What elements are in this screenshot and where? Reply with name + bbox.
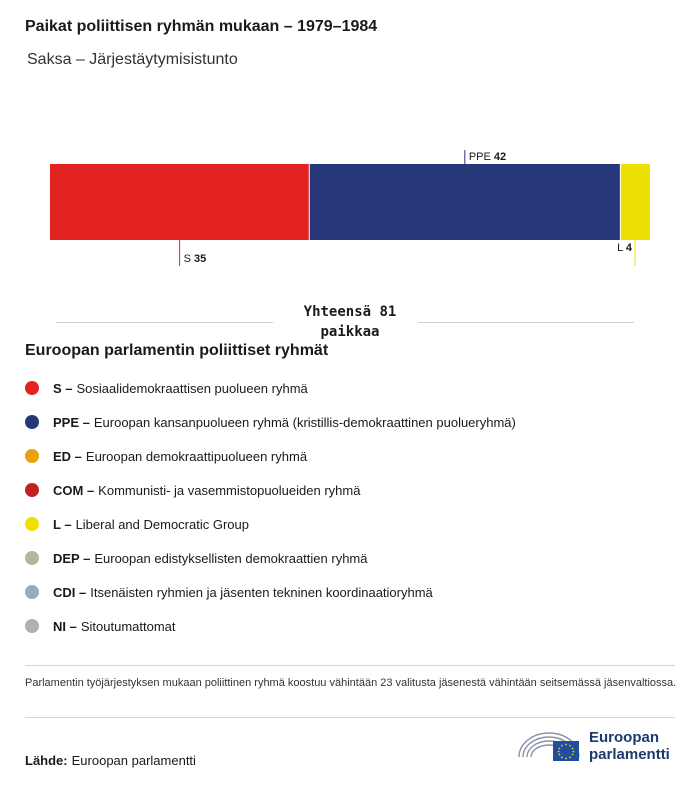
data-label-name-l: L [617,242,626,254]
total-divider-right [418,322,634,323]
legend-label-dep: Euroopan edistyksellisten demokraattien … [94,550,368,566]
logo-line-2: parlamentti [589,746,670,763]
ep-logo: Euroopan parlamentti [517,727,670,765]
data-label-value-s: 35 [194,253,206,265]
legend-dot-cdi [25,585,39,599]
data-label-name-ppe: PPE [469,151,494,163]
total-divider-left [56,322,273,323]
legend-dot-dep [25,551,39,565]
legend-abbr-s: S – [53,380,73,396]
legend-title: Euroopan parlamentin poliittiset ryhmät [25,342,329,359]
data-label-value-ppe: 42 [494,151,506,163]
bar-segment-ppe [309,164,621,240]
total-seats: Yhteensä 81 paikkaa [56,302,634,342]
legend-label-ppe: Euroopan kansanpuolueen ryhmä (kristilli… [93,414,516,430]
legend-dot-s [25,381,39,395]
legend-dot-l [25,517,39,531]
chart-title: Paikat poliittisen ryhmän mukaan – 1979–… [25,18,378,35]
legend-abbr-dep: DEP – [53,550,91,566]
chart-subtitle: Saksa – Järjestäytymisistunto [27,51,238,68]
legend-label-ni: Sitoutumattomat [80,618,176,634]
source: Lähde: Euroopan parlamentti [25,753,196,768]
legend-abbr-ed: ED – [53,448,82,464]
legend-item-ppe: PPE – Euroopan kansanpuolueen ryhmä (kri… [25,405,516,439]
data-label-s: S 35 [184,253,207,265]
legend-abbr-ppe: PPE – [53,414,90,430]
legend-dot-ni [25,619,39,633]
stacked-bar-chart: S 35 PPE 42 L 4 [50,150,650,266]
legend-label-l: Liberal and Democratic Group [75,516,249,532]
legend-item-com: COM – Kommunisti- ja vasemmistopuolueide… [25,473,516,507]
legend-label-s: Sosiaalidemokraattisen puolueen ryhmä [76,380,308,396]
legend-item-l: L – Liberal and Democratic Group [25,507,516,541]
legend-abbr-com: COM – [53,482,95,498]
legend-dot-ed [25,449,39,463]
legend-label-cdi: Itsenäisten ryhmien ja jäsenten tekninen… [90,584,433,600]
legend: S – Sosiaalidemokraattisen puolueen ryhm… [25,371,516,643]
logo-line-1: Euroopan [589,729,659,746]
footer-divider-bottom [25,717,675,718]
legend-item-ed: ED – Euroopan demokraattipuolueen ryhmä [25,439,516,473]
legend-item-ni: NI – Sitoutumattomat [25,609,516,643]
legend-item-dep: DEP – Euroopan edistyksellisten demokraa… [25,541,516,575]
legend-dot-com [25,483,39,497]
legend-abbr-cdi: CDI – [53,584,87,600]
data-label-l: L 4 [617,242,633,254]
data-label-ppe: PPE 42 [469,151,506,163]
legend-label-com: Kommunisti- ja vasemmistopuolueiden ryhm… [98,482,361,498]
total-label: Yhteensä 81 paikkaa [303,304,397,340]
bar-segment-l [620,164,650,240]
data-label-name-s: S [184,253,194,265]
legend-label-ed: Euroopan demokraattipuolueen ryhmä [85,448,308,464]
source-value: Euroopan parlamentti [71,753,196,768]
source-label: Lähde: [25,753,68,768]
legend-abbr-l: L – [53,516,72,532]
legend-dot-ppe [25,415,39,429]
footnote: Parlamentin työjärjestyksen mukaan polii… [25,677,677,689]
bar-segment-s [50,164,310,240]
legend-item-cdi: CDI – Itsenäisten ryhmien ja jäsenten te… [25,575,516,609]
legend-abbr-ni: NI – [53,618,77,634]
legend-item-s: S – Sosiaalidemokraattisen puolueen ryhm… [25,371,516,405]
footer-divider-top [25,665,675,666]
data-label-value-l: 4 [626,242,633,254]
parliament-hemicycle-icon [518,732,580,761]
